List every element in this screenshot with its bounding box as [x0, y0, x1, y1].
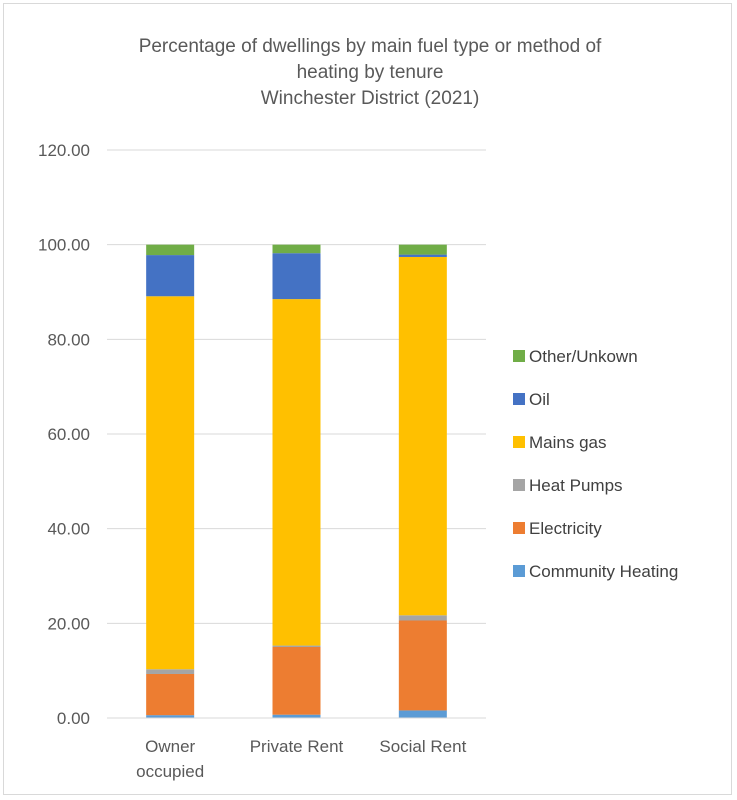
legend-label: Oil: [529, 390, 550, 409]
bar-segment: [146, 255, 195, 297]
bar-segment: [272, 714, 321, 718]
legend-swatch: [513, 436, 525, 448]
bar-segment: [272, 299, 321, 646]
bar-segment: [146, 673, 195, 716]
chart-title-line-2: heating by tenure: [297, 62, 444, 83]
stacked-bar-chart: Percentage of dwellings by main fuel typ…: [38, 36, 678, 781]
legend-swatch: [513, 565, 525, 577]
bar-segment: [272, 244, 321, 254]
chart-title-line-1: Percentage of dwellings by main fuel typ…: [139, 36, 602, 57]
legend-label: Community Heating: [529, 562, 678, 581]
legend-label: Electricity: [529, 519, 602, 538]
y-tick-label: 100.00: [38, 236, 90, 255]
x-category-label: occupied: [136, 762, 204, 781]
bar-segment: [146, 715, 195, 718]
x-category-label: Social Rent: [379, 737, 466, 756]
legend-label: Other/Unkown: [529, 347, 638, 366]
chart-frame: Percentage of dwellings by main fuel typ…: [3, 3, 732, 795]
bar-segment: [146, 296, 195, 670]
x-category-label: Owner: [145, 737, 195, 756]
bar-segment: [398, 256, 447, 616]
bar-segment: [398, 244, 447, 255]
legend-swatch: [513, 393, 525, 405]
bars: [146, 244, 447, 718]
x-axis-category-labels: Owner occupied Private Rent Social Rent: [136, 737, 466, 781]
bar-segment: [272, 645, 321, 647]
legend-label: Heat Pumps: [529, 476, 623, 495]
bar-segment: [398, 710, 447, 718]
y-tick-label: 60.00: [47, 425, 90, 444]
chart-title-line-3: Winchester District (2021): [261, 88, 480, 109]
legend-swatch: [513, 522, 525, 534]
chart-title: Percentage of dwellings by main fuel typ…: [139, 36, 602, 109]
y-tick-label: 40.00: [47, 520, 90, 539]
bar-segment: [398, 620, 447, 711]
y-tick-label: 20.00: [47, 614, 90, 633]
legend: Other/Unkown Oil Mains gas Heat Pumps Electr…: [513, 347, 678, 581]
bar-segment: [398, 615, 447, 621]
legend-swatch: [513, 350, 525, 362]
x-category-label: Private Rent: [250, 737, 344, 756]
y-axis-tick-labels: 0.00 20.00 40.00 60.00 80.00 100.00 120.00: [38, 141, 90, 728]
bar-segment: [272, 253, 321, 300]
legend-swatch: [513, 479, 525, 491]
bar-segment: [146, 244, 195, 256]
bar-segment: [398, 254, 447, 257]
y-tick-label: 80.00: [47, 330, 90, 349]
bar-segment: [146, 669, 195, 674]
y-tick-label: 0.00: [57, 709, 90, 728]
y-tick-label: 120.00: [38, 141, 90, 160]
bar-segment: [272, 647, 321, 715]
legend-label: Mains gas: [529, 433, 606, 452]
